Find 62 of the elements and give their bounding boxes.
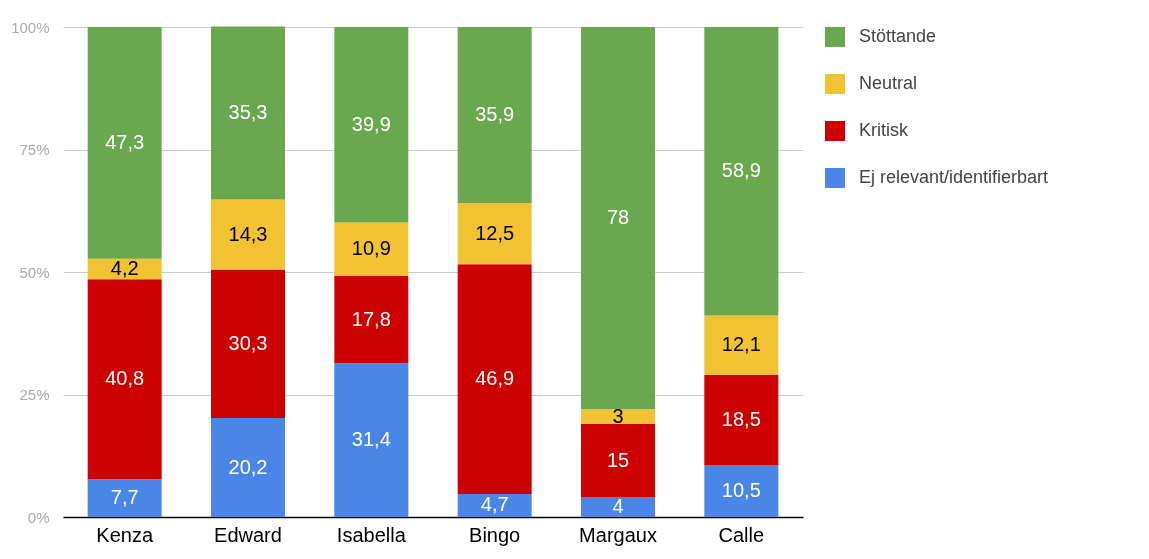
data-label: 47,3	[105, 130, 145, 153]
data-label: 3	[612, 404, 624, 427]
bar	[87, 479, 162, 517]
data-label: 46,9	[475, 367, 515, 390]
bar	[87, 279, 162, 480]
data-label: 18,5	[721, 408, 761, 431]
y-tick-label: 75%	[19, 141, 50, 158]
y-tick-label: 25%	[19, 386, 50, 403]
x-tick-label: Kenza	[96, 523, 154, 546]
data-label: 31,4	[351, 428, 391, 451]
data-label: 15	[606, 448, 630, 471]
data-label: 10,9	[351, 237, 391, 260]
data-label: 4,2	[110, 257, 139, 280]
bar	[457, 27, 532, 203]
bar	[704, 315, 779, 375]
data-label: 12,1	[721, 333, 761, 356]
bar	[704, 374, 779, 466]
x-tick-label: Margaux	[579, 523, 657, 546]
y-tick-label: 100%	[11, 18, 50, 36]
data-label: 40,8	[105, 367, 145, 390]
x-tick-label: Edward	[214, 523, 282, 546]
bar	[211, 269, 285, 419]
data-label: 4,7	[480, 493, 509, 516]
bar	[87, 27, 162, 259]
legend-label: Stöttande	[859, 26, 937, 46]
data-label: 4	[612, 495, 624, 518]
legend-label: Ej relevant/identifierbart	[859, 167, 1049, 187]
bar	[581, 497, 655, 517]
data-label: 35,3	[228, 101, 268, 123]
data-label: 39,9	[351, 112, 391, 135]
data-label: 78	[606, 206, 630, 229]
bar	[211, 199, 285, 270]
x-tick-label: Calle	[718, 523, 765, 546]
legend-label: Kritisk	[859, 120, 909, 140]
bar	[581, 27, 655, 410]
bar	[457, 493, 532, 517]
bar	[457, 202, 532, 265]
bar	[704, 27, 779, 316]
y-tick-label: 50%	[19, 263, 50, 281]
legend-label: Neutral	[859, 73, 918, 93]
bar	[334, 275, 409, 364]
data-label: 7,7	[110, 486, 139, 509]
bar	[211, 26, 285, 200]
data-label: 10,5	[721, 479, 761, 502]
bar	[581, 409, 655, 424]
x-tick-label: Isabella	[336, 523, 407, 546]
bar	[211, 418, 285, 517]
x-tick-label: Bingo	[469, 523, 521, 546]
data-label: 14,3	[228, 222, 268, 245]
data-label: 30,3	[228, 331, 268, 354]
bar	[704, 465, 779, 517]
data-label: 20,2	[228, 455, 268, 478]
bar	[457, 264, 532, 494]
bar	[334, 27, 409, 223]
bar	[581, 423, 655, 498]
data-label: 17,8	[351, 307, 391, 330]
data-label: 35,9	[475, 102, 515, 125]
y-tick-label: 0%	[27, 508, 50, 526]
data-label: 12,5	[475, 221, 515, 244]
data-label: 58,9	[721, 159, 761, 182]
bar	[334, 363, 409, 517]
bar	[334, 222, 409, 276]
